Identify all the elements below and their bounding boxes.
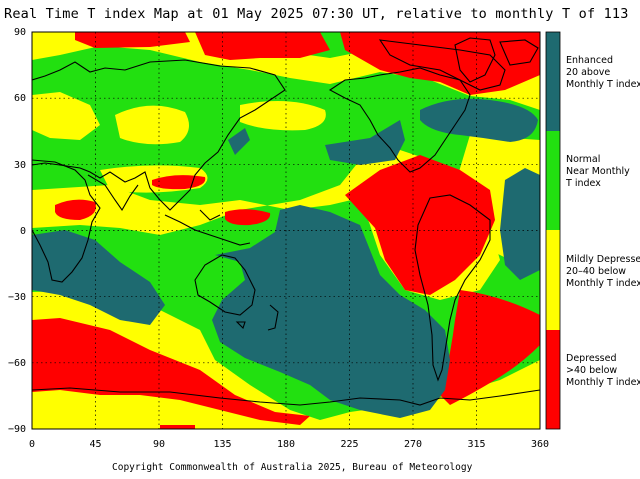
latitude-axis: 90 60 30 0 −30 −60 −90 <box>8 27 26 435</box>
legend-swatch-normal <box>546 131 560 230</box>
copyright-notice: Copyright Commonwealth of Australia 2025… <box>112 462 473 473</box>
lon-tick-label: 270 <box>404 439 422 450</box>
lon-tick-label: 0 <box>29 439 35 450</box>
regions-depressed <box>32 32 540 429</box>
lon-tick-label: 135 <box>213 439 231 450</box>
legend-label-enhanced: Enhanced 20 above Monthly T index <box>566 55 640 90</box>
lat-tick-label: 60 <box>14 93 26 104</box>
longitude-axis: 0 45 90 135 180 225 270 315 360 <box>29 439 549 450</box>
legend-frame <box>545 31 561 430</box>
lat-tick-label: −60 <box>8 358 26 369</box>
lat-tick-label: −30 <box>8 292 26 303</box>
lon-tick-label: 90 <box>153 439 165 450</box>
legend-swatch-enhanced <box>546 32 560 131</box>
map-frame <box>31 31 541 430</box>
coastlines <box>32 37 540 406</box>
lat-tick-label: 30 <box>14 160 26 171</box>
lat-tick-label: 90 <box>14 27 26 38</box>
legend-label-normal: Normal Near Monthly T index <box>565 154 633 189</box>
graticule <box>32 32 540 429</box>
legend-swatch-mildly-depressed <box>546 230 560 330</box>
legend-label-depressed: Depressed >40 below Monthly T index <box>566 353 640 388</box>
lon-tick-label: 180 <box>277 439 295 450</box>
regions-enhanced <box>32 98 540 418</box>
lon-tick-label: 360 <box>531 439 549 450</box>
legend-label-mildly-depressed: Mildly Depressed 20–40 below Monthly T i… <box>566 254 640 289</box>
lon-tick-label: 225 <box>340 439 358 450</box>
lon-tick-label: 45 <box>89 439 101 450</box>
lat-tick-label: 0 <box>20 226 26 237</box>
map-title: Real Time T index Map at 01 May 2025 07:… <box>4 6 629 22</box>
lon-tick-label: 315 <box>467 439 485 450</box>
lat-tick-label: −90 <box>8 424 26 435</box>
legend-swatch-depressed <box>546 330 560 429</box>
legend: Enhanced 20 above Monthly T index Normal… <box>545 31 640 430</box>
